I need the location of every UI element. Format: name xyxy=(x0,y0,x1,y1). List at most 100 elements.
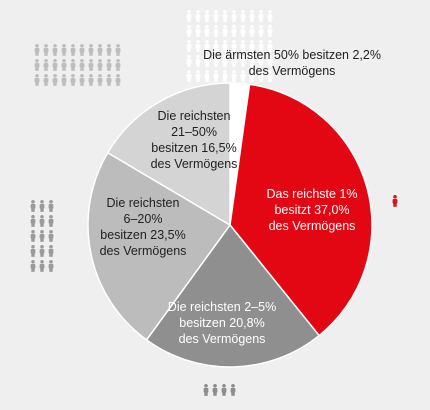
person-icon xyxy=(34,74,40,86)
person-icon xyxy=(186,55,192,67)
person-icon xyxy=(258,55,264,67)
pie-slices xyxy=(87,82,373,368)
person-icon xyxy=(195,25,201,37)
person-icon xyxy=(79,44,85,56)
person-icon xyxy=(213,10,219,22)
person-icon xyxy=(79,74,85,86)
person-icon xyxy=(186,40,192,52)
slice-label-line: besitzen 23,5% xyxy=(100,228,185,242)
slice-label-0: Die ärmsten 50% besitzen 2,2% des Vermöge… xyxy=(203,48,381,78)
slice-label-line: besitzt 37,0% xyxy=(274,203,349,217)
person-icon xyxy=(88,59,94,71)
person-icon xyxy=(30,230,36,242)
person-icon xyxy=(240,10,246,22)
person-icon xyxy=(213,55,219,67)
person-icon xyxy=(258,25,264,37)
person-icon xyxy=(48,200,54,212)
person-icon xyxy=(88,44,94,56)
person-icon xyxy=(203,384,209,396)
person-icon xyxy=(267,55,273,67)
person-icon xyxy=(39,215,45,227)
person-icon xyxy=(212,384,218,396)
person-icon xyxy=(30,200,36,212)
slice-label-line: des Vermögens xyxy=(100,244,187,258)
pie-slice-2 xyxy=(145,223,321,368)
person-icon xyxy=(39,245,45,257)
person-icon xyxy=(267,70,273,82)
person-icon xyxy=(30,245,36,257)
person-icon xyxy=(115,59,121,71)
person-icon xyxy=(39,260,45,272)
person-icon xyxy=(70,74,76,86)
person-icon xyxy=(52,59,58,71)
person-icon xyxy=(221,384,227,396)
person-icon xyxy=(204,70,210,82)
slice-label-line: Die reichsten xyxy=(107,196,180,210)
person-icon xyxy=(249,10,255,22)
slice-label-1: Das reichste 1% besitzt 37,0% des Vermögen… xyxy=(266,187,357,233)
person-icon xyxy=(258,40,264,52)
person-icon xyxy=(231,55,237,67)
slice-label-3: Die reichsten 6–20% besitzen 23,5% des Verm… xyxy=(100,196,187,258)
person-icon xyxy=(222,10,228,22)
slice-label-2: Die reichsten 2–5% besitzen 20,8% des Verm… xyxy=(168,300,276,346)
person-icon xyxy=(43,74,49,86)
slice-label-line: des Vermögens xyxy=(179,332,266,346)
person-icon xyxy=(240,70,246,82)
person-icon xyxy=(222,25,228,37)
person-icon xyxy=(195,55,201,67)
person-icon xyxy=(48,230,54,242)
person-icon xyxy=(48,215,54,227)
person-icon xyxy=(204,10,210,22)
slice-label-line: des Vermögens xyxy=(249,64,336,78)
person-icon xyxy=(213,25,219,37)
pie-labels: Die ärmsten 50% besitzen 2,2% des Vermöge… xyxy=(100,48,381,346)
person-icon xyxy=(43,44,49,56)
person-icon xyxy=(52,44,58,56)
person-icon xyxy=(231,40,237,52)
slice-label-line: Die ärmsten 50% besitzen 2,2% xyxy=(203,48,381,62)
slice-label-line: 21–50% xyxy=(171,125,217,139)
pie-slice-3 xyxy=(87,151,232,341)
person-icon xyxy=(230,384,236,396)
slice-label-line: des Vermögens xyxy=(151,157,238,171)
pie-slice-4 xyxy=(106,82,231,227)
person-icon xyxy=(249,70,255,82)
person-icon xyxy=(186,25,192,37)
person-icon xyxy=(231,10,237,22)
person-icon xyxy=(258,70,264,82)
person-icon xyxy=(61,44,67,56)
slice-label-line: Die reichsten 2–5% xyxy=(168,300,276,314)
person-icon xyxy=(240,40,246,52)
person-icon xyxy=(267,40,273,52)
person-icon xyxy=(267,10,273,22)
person-icon xyxy=(213,70,219,82)
slice-label-line: Die reichsten xyxy=(158,109,231,123)
people-icon-groups xyxy=(30,10,398,396)
person-icon xyxy=(70,59,76,71)
person-icon xyxy=(240,55,246,67)
person-icon xyxy=(258,10,264,22)
person-icon xyxy=(97,44,103,56)
person-icon xyxy=(392,195,398,207)
person-icon xyxy=(106,74,112,86)
person-icon xyxy=(115,44,121,56)
person-icon xyxy=(88,74,94,86)
person-icon xyxy=(195,10,201,22)
person-icon xyxy=(222,55,228,67)
person-icon xyxy=(249,55,255,67)
person-icon xyxy=(61,74,67,86)
person-icon xyxy=(231,70,237,82)
person-icon xyxy=(222,40,228,52)
pie-slice-1 xyxy=(229,83,373,337)
slice-label-line: Das reichste 1% xyxy=(266,187,357,201)
person-icon xyxy=(48,245,54,257)
person-icon xyxy=(30,260,36,272)
person-icon xyxy=(39,230,45,242)
slice-label-4: Die reichsten 21–50% besitzen 16,5% des Ver… xyxy=(151,109,238,171)
person-icon xyxy=(61,59,67,71)
slice-label-line: besitzen 20,8% xyxy=(179,316,264,330)
person-icon xyxy=(34,59,40,71)
person-icon xyxy=(267,25,273,37)
